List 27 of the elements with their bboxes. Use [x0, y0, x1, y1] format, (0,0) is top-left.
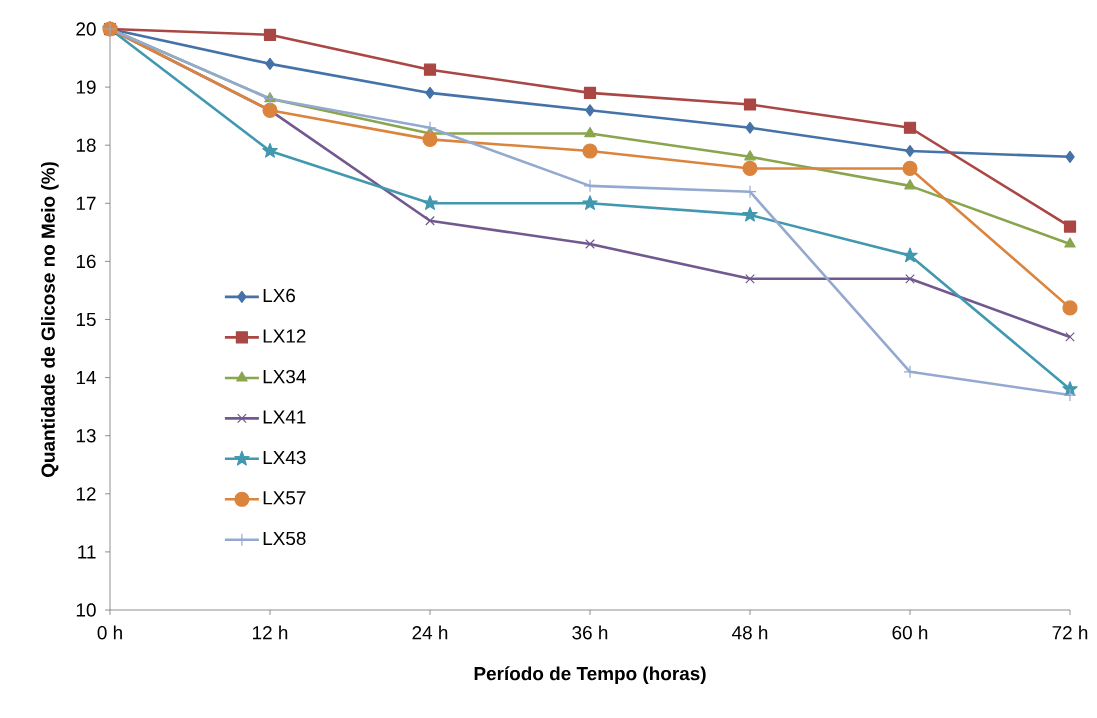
x-tick-label: 12 h — [253, 625, 288, 640]
x-tick-label: 36 h — [572, 625, 608, 640]
x-axis-title: Período de Tempo (horas) — [474, 666, 706, 685]
y-tick-label: 12 — [76, 487, 96, 501]
legend-label: LX6 — [263, 288, 296, 303]
y-axis-title: Quantidade de Glicose no Meio (%) — [40, 162, 59, 477]
x-tick-label: 72 h — [1052, 625, 1088, 640]
y-tick-label: 19 — [76, 80, 96, 94]
legend-label: LX43 — [263, 450, 306, 465]
legend-label: LX34 — [263, 369, 306, 384]
x-tick-label: 60 h — [892, 625, 928, 640]
y-tick-label: 16 — [76, 254, 96, 269]
legend-label: LX41 — [263, 410, 306, 424]
y-tick-label: 15 — [76, 312, 96, 327]
y-tick-label: 14 — [76, 371, 96, 385]
x-tick-label: 0 h — [97, 625, 122, 640]
x-tick-label: 48 h — [732, 625, 768, 640]
y-tick-label: 17 — [76, 196, 96, 210]
y-tick-label: 20 — [76, 22, 96, 36]
legend-label: LX12 — [263, 329, 306, 343]
legend-label: LX58 — [263, 531, 306, 546]
legend-label: LX57 — [263, 491, 306, 505]
y-tick-label: 10 — [76, 603, 96, 617]
y-tick-label: 11 — [78, 545, 96, 559]
y-tick-label: 18 — [76, 138, 96, 152]
y-tick-label: 13 — [76, 429, 96, 443]
x-tick-label: 24 h — [412, 625, 448, 640]
